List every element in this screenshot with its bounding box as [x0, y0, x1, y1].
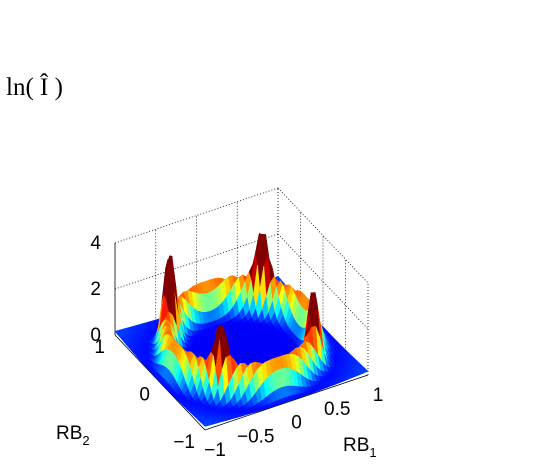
y-tick-label: −1	[173, 432, 195, 453]
x-tick-label: 1	[373, 385, 384, 406]
y-axis-line	[114, 334, 206, 431]
x-axis-line	[204, 374, 369, 431]
surface-patch	[202, 422, 210, 427]
z-tick-label: 4	[90, 233, 101, 254]
y-tick-label: 1	[94, 337, 105, 358]
y-tick-label: 0	[139, 385, 150, 406]
x-tick-label: −1	[204, 440, 226, 461]
surface	[114, 232, 369, 427]
axis-edge	[277, 187, 369, 284]
z-axis-label: ln( Î )	[6, 73, 63, 101]
x-tick-label: 0	[291, 413, 302, 434]
x-tick-label: −0.5	[237, 426, 275, 447]
y-axis-label: RB2	[56, 423, 90, 448]
z-tick-label: 0	[90, 325, 101, 346]
z-tick-label: 2	[90, 279, 101, 300]
x-axis-label: RB1	[343, 435, 377, 460]
x-tick-label: 0.5	[324, 399, 350, 420]
grid-line	[277, 233, 369, 330]
